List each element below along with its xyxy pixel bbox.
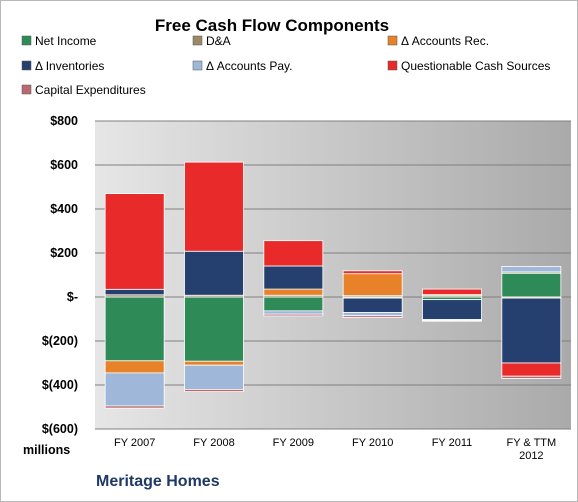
x-tick-label: FY 2009 [273,437,314,449]
chart-title: Free Cash Flow Components [155,16,389,35]
x-tick-label: FY 2011 [432,437,473,449]
bars [104,161,562,409]
bar-segment [263,240,324,267]
legend: Net Income D&A Δ Accounts Rec. Δ Inventorie… [21,34,550,97]
bar-segment [263,296,324,312]
legend-label: Questionable Cash Sources [401,59,550,73]
company-name: Meritage Homes [96,473,220,490]
legend-label: Net Income [35,34,97,48]
y-tick-label: $(400) [42,378,78,392]
bar-segment [104,360,165,374]
bar-segment [184,364,244,390]
legend-swatch [21,60,32,71]
legend-swatch [192,35,203,46]
y-tick-label: $400 [50,202,78,216]
unit-label: millions [23,443,70,457]
x-tick-label: FY 2008 [193,437,234,449]
gridlines [95,120,571,430]
bar-segment [184,360,244,366]
bar-segment [184,388,244,392]
x-tick-label: FY 2007 [114,437,155,449]
bar-segment [104,372,165,407]
plot-area [95,121,571,429]
bar-segment [501,362,562,377]
legend-swatch [21,35,32,46]
bar-segment [184,296,244,362]
bar-segment [501,297,562,364]
bar-segment [422,320,482,322]
bar-segment [342,270,403,275]
y-axis: $800 $600 $400 $200 $- $(200) $(400) $(600) [42,114,78,436]
bar-segment [342,311,403,317]
bar-segment [342,273,403,297]
bar-segment [104,296,165,362]
y-tick-label: $600 [50,158,78,172]
bar-segment [263,288,324,296]
y-tick-label: $(600) [42,422,78,436]
y-tick-label: $- [67,290,78,304]
bar-segment [263,313,324,317]
bar-segment [263,265,324,290]
bar-segment [263,310,324,315]
bar-segment [501,266,562,273]
legend-swatch [387,60,398,71]
bar-segment [342,315,403,318]
bar-segment [104,288,165,296]
legend-swatch [192,60,203,71]
legend-swatch [387,35,398,46]
legend-label: Δ Inventories [35,59,104,73]
x-tick-label: FY & TTM [506,437,556,449]
y-tick-label: $800 [50,114,78,128]
bar-segment [342,297,403,313]
bar-segment [501,272,562,298]
legend-label: Capital Expenditures [35,83,146,97]
x-axis: FY 2007 FY 2008 FY 2009 FY 2010 FY 2011 FY & … [114,437,556,462]
legend-label: Δ Accounts Pay. [206,59,293,73]
x-tick-label: 2012 [519,450,543,462]
bar-segment [422,288,482,295]
bar-segment [501,375,562,379]
bar-segment [184,161,244,252]
x-tick-label: FY 2010 [352,437,393,449]
y-tick-label: $(200) [42,334,78,348]
bar-segment [184,250,244,296]
bar-segment [422,299,482,320]
legend-swatch [21,84,32,95]
legend-label: Δ Accounts Rec. [401,34,489,48]
bar-segment [104,193,165,290]
legend-label: D&A [206,34,231,48]
y-tick-label: $200 [50,246,78,260]
bar-segment [104,405,165,409]
